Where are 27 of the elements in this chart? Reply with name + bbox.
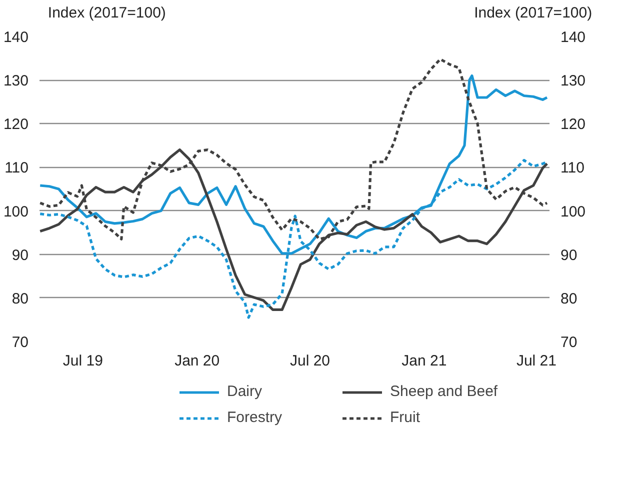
y-tick-label: 90 [12,246,29,264]
y2-tick-label: 100 [560,203,586,220]
y-tick-label: 110 [4,160,29,177]
x-tick-label: Jan 21 [402,352,447,370]
y2-tick-label: 80 [560,290,578,308]
y2-tick-label: 70 [560,334,578,351]
y2-tick-label: 90 [560,246,578,264]
y-tick-label: 140 [3,29,29,46]
x-tick-label: Jul 20 [290,352,330,370]
y-tick-label: 70 [12,334,29,351]
legend-label: Dairy [227,383,264,400]
y2-tick-label: 140 [560,29,586,46]
y-axis-title: Index (2017=100) [48,4,166,22]
y-tick-label: 100 [3,203,29,220]
y2-tick-label: 110 [560,160,584,177]
legend-label: Forestry [227,409,284,426]
x-tick-label: Jul 19 [62,352,103,370]
x-tick-label: Jul 21 [516,352,556,370]
y2-tick-label: 120 [560,116,586,134]
y2-tick-label: 130 [560,72,586,90]
legend-label: Sheep and Beef [390,383,498,400]
y-tick-label: 130 [3,72,29,90]
y2-axis-title: Index (2017=100) [474,4,592,22]
y-tick-label: 120 [3,116,29,134]
x-tick-label: Jan 20 [174,352,220,370]
legend-label: Fruit [390,409,421,426]
y-tick-label: 80 [12,290,29,308]
